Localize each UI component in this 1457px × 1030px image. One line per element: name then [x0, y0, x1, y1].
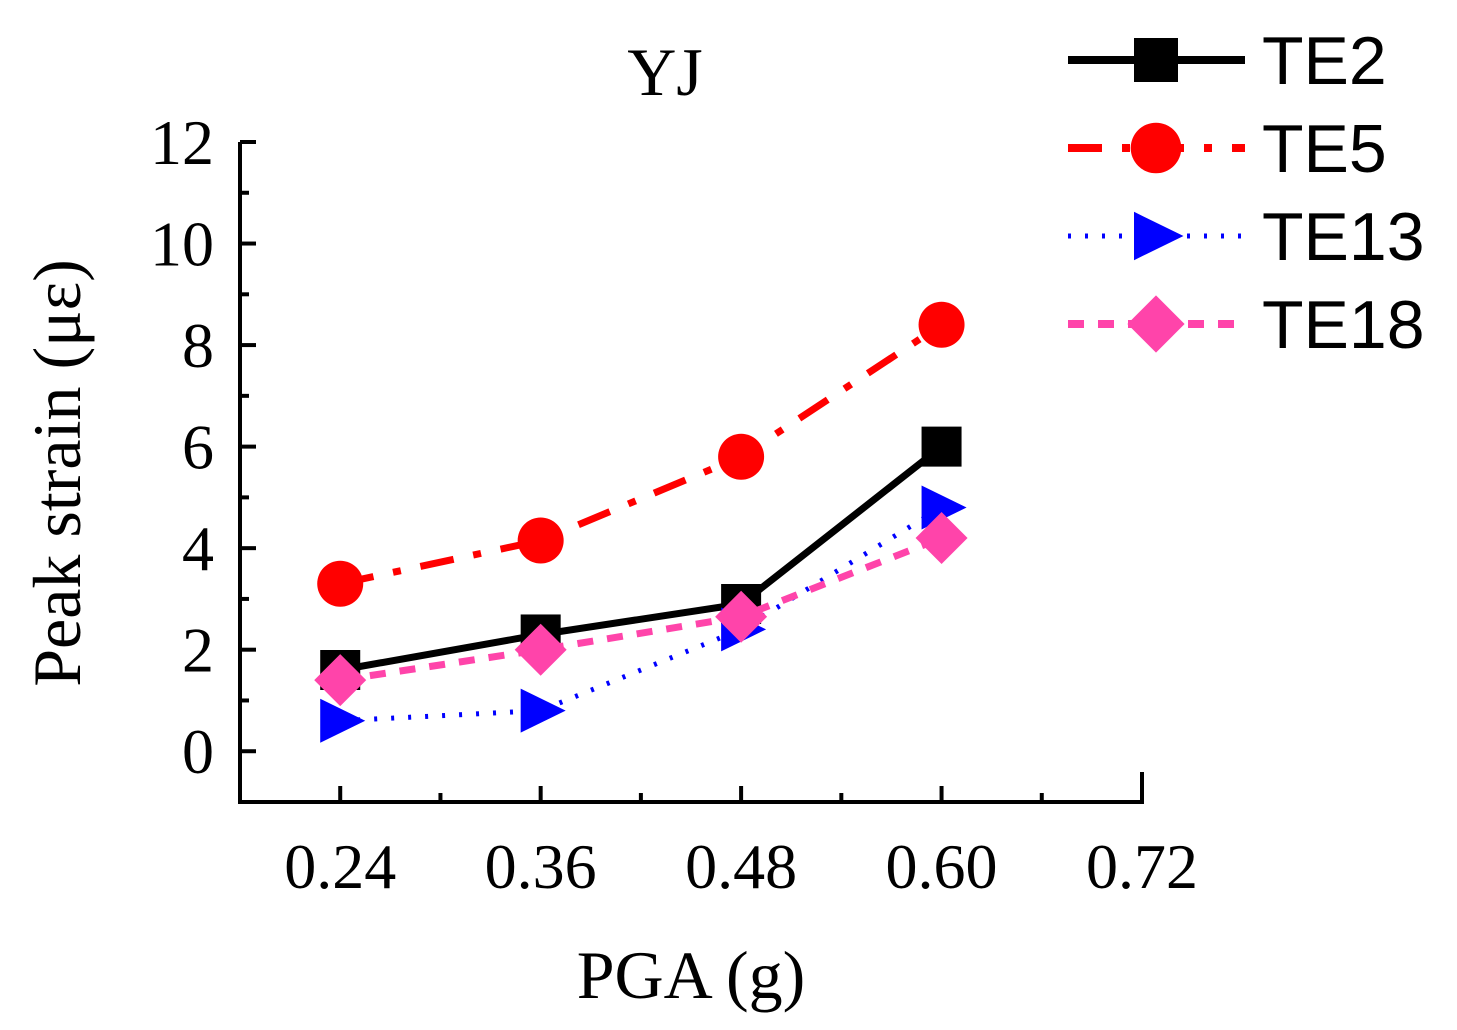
data-point-TE18-3	[915, 512, 968, 564]
data-point-TE5-2	[718, 433, 765, 480]
series-line-TE5	[339, 321, 944, 588]
legend-item-TE5: TE5	[1068, 111, 1387, 187]
series-line-TE18	[339, 534, 943, 684]
legend-label-TE13: TE13	[1262, 199, 1425, 275]
data-point-TE18-2	[715, 590, 768, 643]
series-TE18	[314, 512, 968, 707]
y-tick-label-4: 8	[182, 310, 214, 381]
y-tick-label-0: 0	[182, 716, 214, 787]
data-point-TE13-0	[320, 698, 366, 743]
data-point-TE5-3	[918, 301, 965, 348]
y-tick-label-2: 4	[182, 513, 214, 584]
legend-label-TE18: TE18	[1262, 287, 1425, 363]
x-tick-label-1: 0.36	[485, 831, 597, 902]
legend-item-TE2: TE2	[1068, 23, 1387, 99]
legend-item-TE18: TE18	[1068, 287, 1425, 363]
series-TE5	[317, 301, 965, 607]
series-line-TE13	[340, 505, 943, 724]
y-tick-label-6: 12	[150, 107, 214, 178]
series-TE2	[320, 426, 962, 690]
legend-label-TE2: TE2	[1262, 23, 1387, 99]
x-axis-label: PGA (g)	[577, 937, 806, 1013]
data-point-TE2-3	[921, 426, 962, 467]
x-tick-label-4: 0.72	[1086, 831, 1198, 902]
y-tick-label-1: 2	[182, 615, 214, 686]
legend-marker-TE13	[1134, 211, 1184, 261]
legend-marker-TE18	[1127, 295, 1185, 353]
data-point-TE5-1	[517, 517, 564, 564]
x-tick-label-3: 0.60	[886, 831, 998, 902]
legend: TE2 TE5 TE13 TE18	[1068, 23, 1425, 363]
series-line-TE2	[339, 443, 944, 674]
chart-title: YJ	[627, 34, 703, 110]
data-point-TE13-1	[520, 688, 566, 733]
y-tick-label-3: 6	[182, 412, 214, 483]
x-tick-label-2: 0.48	[685, 831, 797, 902]
legend-marker-TE2	[1134, 38, 1178, 82]
data-point-TE18-1	[514, 623, 567, 676]
series-TE13	[320, 485, 967, 743]
data-point-TE18-0	[314, 654, 367, 707]
legend-marker-TE5	[1130, 122, 1182, 174]
series-layer	[314, 301, 968, 743]
legend-label-TE5: TE5	[1262, 111, 1387, 187]
y-axis-label: Peak strain (με)	[19, 259, 95, 687]
data-point-TE5-0	[317, 560, 364, 607]
x-tick-label-0: 0.24	[284, 831, 396, 902]
data-point-TE13-3	[921, 485, 967, 530]
legend-item-TE13: TE13	[1068, 199, 1425, 275]
x-ticks: 0.24 0.36 0.48 0.60 0.72	[284, 786, 1198, 902]
y-tick-label-5: 10	[150, 209, 214, 280]
y-ticks: 0 2 4 6 8 10 12	[150, 107, 256, 787]
